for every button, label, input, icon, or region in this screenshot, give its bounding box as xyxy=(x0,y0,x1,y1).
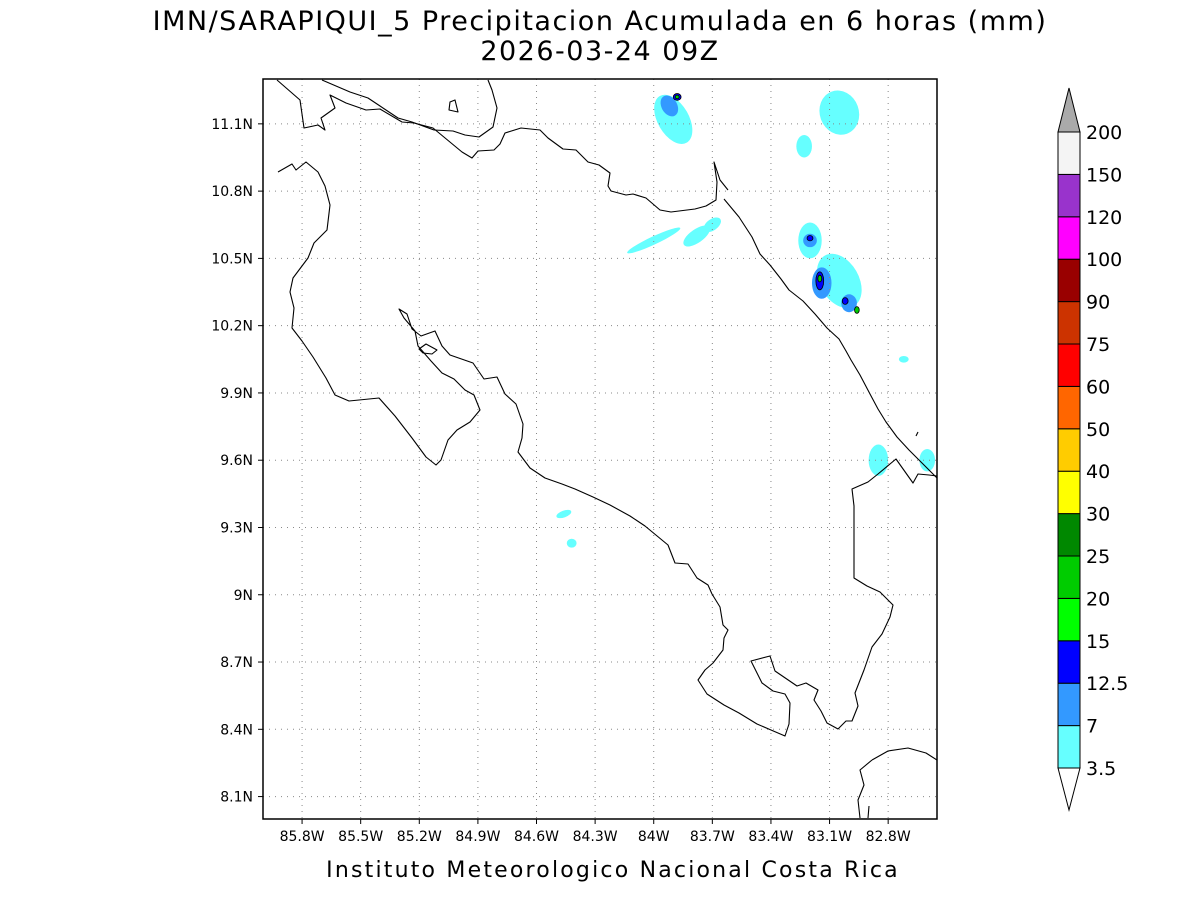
precip-cell xyxy=(683,225,711,247)
x-tick-label: 84W xyxy=(638,829,670,845)
map-timestamp: 2026-03-24 09Z xyxy=(480,36,719,67)
colorbar: 3.5 7 12.5 15 20 25 30 40 50 60 75 90 100 120 150 200 xyxy=(1057,87,1128,812)
y-tick-label: 10.5N xyxy=(211,251,253,267)
colorbar-swatch xyxy=(1057,131,1081,175)
y-tick-label: 11.1N xyxy=(211,117,253,133)
colorbar-swatch xyxy=(1057,301,1081,345)
colorbar-label: 150 xyxy=(1086,164,1122,186)
colorbar-label: 3.5 xyxy=(1086,758,1116,780)
x-tick-label: 82.8W xyxy=(866,829,911,845)
y-tick-label: 8.4N xyxy=(220,722,253,738)
panama-border xyxy=(871,747,937,761)
precip-cell xyxy=(660,95,679,117)
longitude-axis: 85.8W 85.5W 85.2W 84.9W 84.6W 84.3W 84W 83.7W 83… xyxy=(280,819,911,845)
precip-cell xyxy=(817,274,823,283)
colorbar-label: 15 xyxy=(1086,631,1110,653)
plot-area xyxy=(263,79,937,819)
lake-shore xyxy=(321,79,498,138)
precip-cell xyxy=(674,94,680,100)
precip-cell xyxy=(566,538,577,548)
precip-cell xyxy=(868,444,889,476)
precip-cell xyxy=(898,355,909,363)
y-tick-label: 10.8N xyxy=(211,184,253,200)
x-tick-label: 84.6W xyxy=(514,829,559,845)
y-tick-label: 9.9N xyxy=(220,386,253,402)
y-tick-label: 8.1N xyxy=(220,790,253,806)
x-tick-label: 83.4W xyxy=(748,829,793,845)
colorbar-swatch xyxy=(1057,555,1081,599)
colorbar-bottom-arrow xyxy=(1057,767,1081,812)
plot-frame xyxy=(262,78,938,820)
colorbar-label: 200 xyxy=(1086,122,1122,144)
x-tick-label: 84.3W xyxy=(573,829,618,845)
precip-cell xyxy=(841,297,849,305)
precip-cell xyxy=(919,449,936,472)
precip-cell xyxy=(627,227,681,254)
precip-cell xyxy=(819,90,860,135)
y-tick-label: 10.2N xyxy=(211,319,253,335)
precip-cell xyxy=(806,235,814,242)
latitude-axis: 11.1N 10.8N 10.5N 10.2N 9.9N 9.6N 9.3N 9N 8.7N 8.… xyxy=(211,117,263,806)
colorbar-swatch xyxy=(1057,470,1081,515)
colorbar-label: 75 xyxy=(1086,334,1110,356)
precip-cell xyxy=(556,509,572,519)
colorbar-label: 40 xyxy=(1086,461,1110,483)
x-tick-label: 85.2W xyxy=(397,829,442,845)
colorbar-label: 100 xyxy=(1086,249,1122,271)
x-tick-label: 83.1W xyxy=(807,829,852,845)
caribbean-coast xyxy=(723,198,937,479)
gridlines xyxy=(263,79,937,819)
colorbar-swatch xyxy=(1057,725,1081,769)
x-tick-label: 83.7W xyxy=(690,829,735,845)
colorbar-label: 50 xyxy=(1086,419,1110,441)
colorbar-swatch xyxy=(1057,173,1081,218)
colorbar-swatch xyxy=(1057,216,1081,260)
precipitation-layer xyxy=(556,90,936,548)
map-title: IMN/SARAPIQUI_5 Precipitacion Acumulada … xyxy=(153,6,1048,37)
colorbar-swatch xyxy=(1057,640,1081,684)
colorbar-swatch xyxy=(1057,513,1081,557)
x-tick-label: 85.8W xyxy=(280,829,325,845)
colorbar-top-arrow xyxy=(1057,87,1081,133)
colorbar-label: 60 xyxy=(1086,376,1110,398)
precip-cell xyxy=(703,217,721,233)
y-tick-label: 9N xyxy=(234,588,253,604)
colorbar-label: 12.5 xyxy=(1086,673,1128,695)
precip-cell xyxy=(854,306,860,314)
colorbar-label: 30 xyxy=(1086,504,1110,526)
y-tick-label: 9.6N xyxy=(220,453,253,469)
pacific-coast xyxy=(277,161,937,737)
institution-credit: Instituto Meteorologico Nacional Costa R… xyxy=(326,858,900,883)
y-tick-label: 8.7N xyxy=(220,655,253,671)
colorbar-label: 20 xyxy=(1086,588,1110,610)
colorbar-label: 120 xyxy=(1086,207,1122,229)
y-tick-label: 9.3N xyxy=(220,520,253,536)
x-tick-label: 85.5W xyxy=(338,829,383,845)
nicaragua-border xyxy=(276,79,729,213)
precip-cell xyxy=(796,135,812,158)
coastline-layer xyxy=(276,79,937,819)
colorbar-label: 25 xyxy=(1086,546,1110,568)
colorbar-swatch xyxy=(1057,258,1081,303)
colorbar-label: 90 xyxy=(1086,292,1110,314)
colorbar-swatch xyxy=(1057,343,1081,387)
x-tick-label: 84.9W xyxy=(455,829,500,845)
colorbar-swatch xyxy=(1057,682,1081,727)
colorbar-label: 7 xyxy=(1086,716,1098,738)
colorbar-swatch xyxy=(1057,385,1081,430)
colorbar-swatch xyxy=(1057,597,1081,642)
colorbar-swatch xyxy=(1057,428,1081,472)
